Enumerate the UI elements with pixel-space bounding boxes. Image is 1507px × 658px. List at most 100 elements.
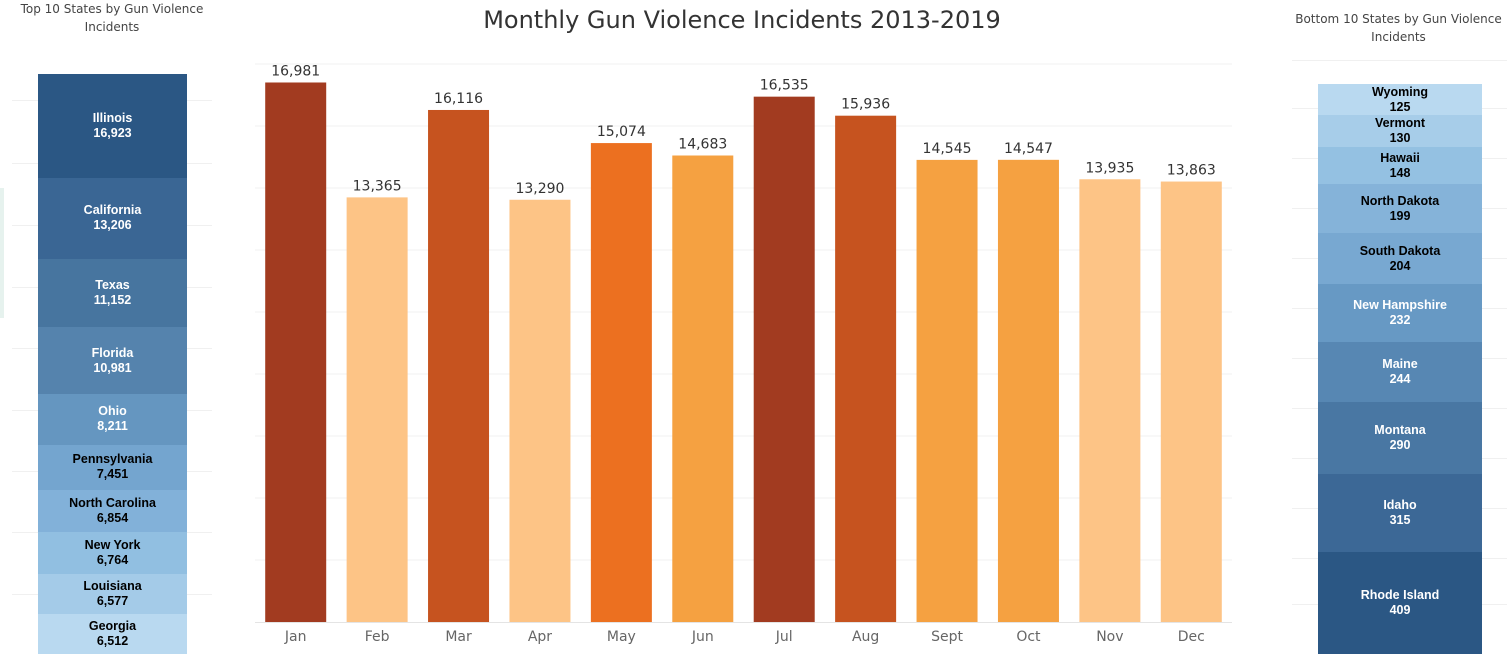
bar-jul [753, 96, 815, 623]
bar-value-label: 15,074 [597, 124, 646, 140]
bar-aug [835, 115, 897, 622]
top10-segment-louisiana: Louisiana 6,577 [38, 573, 187, 615]
bar-mar [428, 109, 490, 622]
top10-title: Top 10 States by Gun Violence Incidents [20, 2, 204, 34]
top10-state-label: Texas [95, 277, 130, 292]
top10-state-label: Pennsylvania [72, 452, 153, 467]
bottom10-segment-north-dakota: North Dakota 199 [1318, 184, 1482, 234]
bottom10-state-label: Hawaii [1380, 150, 1420, 165]
x-tick-label: Oct [1016, 629, 1041, 645]
x-tick-label: Apr [528, 629, 552, 645]
bottom10-value-label: 409 [1389, 603, 1411, 618]
top10-segment-california: California 13,206 [38, 177, 187, 259]
bottom10-segment-hawaii: Hawaii 148 [1318, 147, 1482, 185]
top10-value-label: 13,206 [93, 218, 132, 233]
bar-apr [509, 199, 571, 622]
bottom10-value-label: 244 [1389, 371, 1411, 386]
top10-value-label: 8,211 [97, 419, 128, 434]
top10-state-label: Florida [91, 345, 134, 360]
bottom10-stacked-bar: Wyoming 125 Vermont 130 Hawaii 148 North Dakot… [1318, 84, 1482, 654]
bottom10-segment-new-hampshire: New Hampshire 232 [1318, 284, 1482, 342]
bottom10-value-label: 315 [1389, 513, 1411, 528]
top10-stacked-bar: Illinois 16,923 California 13,206 Texas 11,15… [38, 74, 187, 654]
top10-segment-new-york: New York 6,764 [38, 532, 187, 574]
bar-value-label: 13,290 [515, 181, 564, 197]
x-tick-label: Sept [931, 629, 963, 645]
bottom10-value-label: 204 [1389, 258, 1411, 273]
bottom10-value-label: 199 [1389, 208, 1411, 223]
bottom10-value-label: 232 [1389, 312, 1411, 327]
bottom10-value-label: 148 [1389, 165, 1411, 180]
top10-state-label: Louisiana [83, 578, 142, 593]
bottom10-state-label: South Dakota [1359, 243, 1441, 258]
x-tick-label: Mar [445, 629, 472, 645]
top10-value-label: 7,451 [96, 467, 129, 482]
bar-value-label: 13,365 [353, 178, 402, 194]
bar-value-label: 16,981 [271, 63, 320, 79]
top10-state-label: North Carolina [69, 496, 156, 511]
bottom10-segment-vermont: Vermont 130 [1318, 115, 1482, 148]
bottom10-state-label: New Hampshire [1353, 297, 1447, 312]
top10-segment-texas: Texas 11,152 [38, 258, 187, 327]
top10-value-label: 6,854 [96, 511, 129, 526]
bottom10-state-label: Maine [1382, 356, 1418, 371]
chart-title: Monthly Gun Violence Incidents 2013-2019 [483, 6, 1001, 34]
bottom10-value-label: 125 [1389, 99, 1411, 114]
bar-value-label: 14,683 [678, 137, 727, 153]
bar-sept [916, 159, 978, 622]
top10-segment-illinois: Illinois 16,923 [38, 74, 187, 178]
bar-dec [1160, 181, 1222, 623]
bar-value-label: 13,863 [1167, 163, 1216, 179]
x-tick-label: Feb [365, 629, 390, 645]
bar-value-label: 15,936 [841, 97, 890, 113]
top10-value-label: 10,981 [93, 360, 132, 375]
bottom10-segment-rhode-island: Rhode Island 409 [1318, 552, 1482, 654]
top10-value-label: 16,923 [93, 125, 132, 140]
bottom10-state-label: Montana [1374, 423, 1426, 438]
bar-feb [346, 197, 408, 622]
top10-segment-florida: Florida 10,981 [38, 327, 187, 395]
top10-value-label: 6,577 [96, 593, 129, 608]
bar-nov [1079, 179, 1141, 622]
x-tick-label: Jul [775, 629, 793, 645]
top10-state-label: New York [84, 537, 141, 552]
bottom10-value-label: 290 [1389, 438, 1411, 453]
bar-may [590, 143, 652, 622]
bottom10-segment-idaho: Idaho 315 [1318, 474, 1482, 553]
bar-jan [265, 82, 327, 622]
bottom10-segment-wyoming: Wyoming 125 [1318, 84, 1482, 116]
top10-value-label: 6,764 [96, 552, 129, 567]
bottom10-state-label: Rhode Island [1360, 588, 1440, 603]
bottom10-state-label: Wyoming [1371, 84, 1429, 99]
bottom10-state-label: North Dakota [1360, 193, 1440, 208]
bottom10-segment-montana: Montana 290 [1318, 402, 1482, 475]
bar-value-label: 16,535 [760, 78, 809, 94]
top10-segment-pennsylvania: Pennsylvania 7,451 [38, 444, 187, 491]
bottom10-state-label: Vermont [1374, 116, 1425, 131]
top10-value-label: 6,512 [96, 633, 129, 648]
x-tick-label: Jun [691, 629, 714, 645]
bottom10-state-label: Idaho [1383, 498, 1417, 513]
bottom10-segment-maine: Maine 244 [1318, 341, 1482, 403]
top10-segment-ohio: Ohio 8,211 [38, 394, 187, 445]
bar-value-label: 14,545 [923, 141, 972, 157]
bar-value-label: 16,116 [434, 91, 483, 107]
top10-state-label: Illinois [92, 110, 133, 125]
top10-state-label: Georgia [88, 618, 137, 633]
bar-value-label: 14,547 [1004, 141, 1053, 157]
top10-segment-georgia: Georgia 6,512 [38, 614, 187, 654]
bottom10-segment-south-dakota: South Dakota 204 [1318, 233, 1482, 285]
x-tick-label: Jan [284, 629, 307, 645]
x-tick-label: Nov [1096, 629, 1123, 645]
x-tick-label: May [607, 629, 636, 645]
bar-oct [997, 159, 1059, 622]
bottom10-value-label: 130 [1389, 131, 1411, 146]
bottom10-title: Bottom 10 States by Gun Violence Inciden… [1295, 12, 1502, 44]
top10-segment-north-carolina: North Carolina 6,854 [38, 490, 187, 533]
top10-state-label: Ohio [98, 404, 127, 419]
panel-accent-strip [0, 188, 4, 318]
bar-value-label: 13,935 [1085, 160, 1134, 176]
x-tick-label: Dec [1178, 629, 1205, 645]
top10-state-label: California [83, 203, 142, 218]
